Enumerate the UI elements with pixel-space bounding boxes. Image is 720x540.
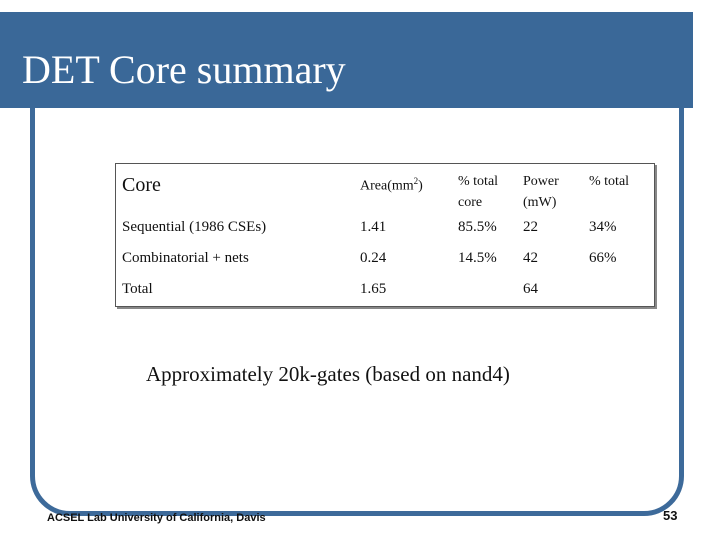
- header-pct-total: % total: [589, 174, 630, 189]
- row-area: 0.24: [360, 250, 387, 266]
- table-row: Combinatorial + nets 0.24 14.5% 42 66%: [116, 245, 654, 276]
- row-area: 1.41: [360, 219, 387, 235]
- header-area-superscript: 2: [413, 176, 419, 186]
- row-power: 22: [523, 219, 538, 235]
- row-power: 42: [523, 250, 538, 266]
- header-area-close: ): [418, 178, 423, 194]
- slide-title: DET Core summary: [22, 47, 346, 92]
- row-label: Total: [122, 281, 153, 297]
- row-power: 64: [523, 281, 538, 297]
- row-pct-total: [583, 276, 654, 307]
- row-pct-total: 34%: [589, 219, 617, 235]
- row-label: Sequential (1986 CSEs): [122, 219, 267, 235]
- summary-table: Core Area(mm2) % total core Power (mW) % t…: [115, 163, 655, 307]
- header-pct-core-line2: core: [458, 195, 483, 210]
- table-header-row: Core Area(mm2) % total core Power (mW) % t…: [116, 164, 654, 214]
- header-power: Power (mW): [517, 164, 583, 214]
- row-area: 1.65: [360, 281, 387, 297]
- header-area-text: Area(mm: [360, 178, 414, 194]
- footer-affiliation: ACSEL Lab University of California, Davi…: [47, 512, 266, 524]
- row-label: Combinatorial + nets: [122, 250, 249, 266]
- table-row: Total 1.65 64: [116, 276, 654, 307]
- header-power-line2: (mW): [523, 195, 557, 210]
- row-pct-core: [452, 276, 517, 307]
- header-area: Area(mm2): [354, 164, 452, 214]
- row-pct-core: 14.5%: [458, 250, 497, 266]
- summary-table-grid: Core Area(mm2) % total core Power (mW) % t…: [116, 164, 654, 307]
- header-core: Core: [122, 174, 161, 196]
- table-row: Sequential (1986 CSEs) 1.41 85.5% 22 34%: [116, 214, 654, 245]
- header-power-line1: Power: [523, 174, 559, 189]
- header-pct-core-line1: % total: [458, 174, 499, 189]
- gate-count-note: Approximately 20k-gates (based on nand4): [146, 362, 510, 386]
- row-pct-core: 85.5%: [458, 219, 497, 235]
- title-bar: DET Core summary: [0, 12, 693, 108]
- page-number: 53: [663, 508, 678, 523]
- row-pct-total: 66%: [589, 250, 617, 266]
- header-pct-core: % total core: [452, 164, 517, 214]
